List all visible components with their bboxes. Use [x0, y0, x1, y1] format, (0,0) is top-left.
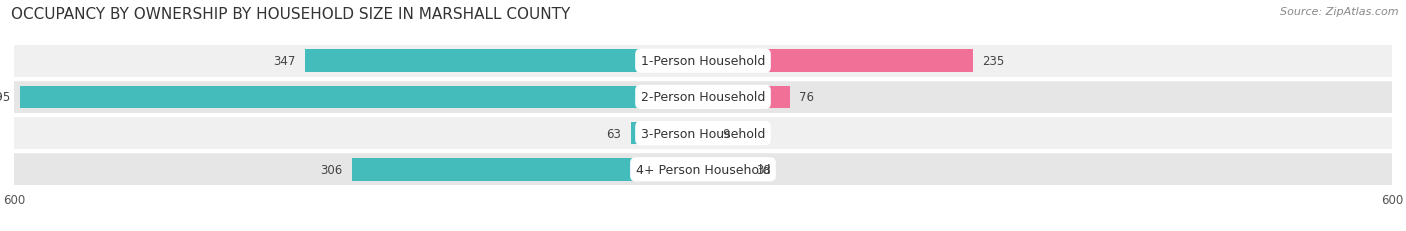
Text: 347: 347 [273, 55, 295, 68]
Bar [703, 50, 973, 73]
Bar [14, 82, 1392, 113]
Bar [703, 158, 747, 181]
Text: 63: 63 [606, 127, 621, 140]
Text: OCCUPANCY BY OWNERSHIP BY HOUSEHOLD SIZE IN MARSHALL COUNTY: OCCUPANCY BY OWNERSHIP BY HOUSEHOLD SIZE… [11, 7, 571, 22]
Bar [703, 86, 790, 109]
Text: 9: 9 [723, 127, 730, 140]
Bar [14, 118, 1392, 149]
Bar [703, 122, 713, 145]
Text: Source: ZipAtlas.com: Source: ZipAtlas.com [1281, 7, 1399, 17]
Text: 4+ Person Household: 4+ Person Household [636, 163, 770, 176]
Bar [631, 122, 703, 145]
Text: 1-Person Household: 1-Person Household [641, 55, 765, 68]
Text: 235: 235 [981, 55, 1004, 68]
Bar [14, 154, 1392, 185]
Bar [305, 50, 703, 73]
Text: 595: 595 [0, 91, 11, 104]
Text: 38: 38 [756, 163, 770, 176]
Text: 3-Person Household: 3-Person Household [641, 127, 765, 140]
Bar [20, 86, 703, 109]
Text: 2-Person Household: 2-Person Household [641, 91, 765, 104]
Text: 306: 306 [321, 163, 343, 176]
Bar [14, 46, 1392, 77]
Bar [352, 158, 703, 181]
Text: 76: 76 [800, 91, 814, 104]
